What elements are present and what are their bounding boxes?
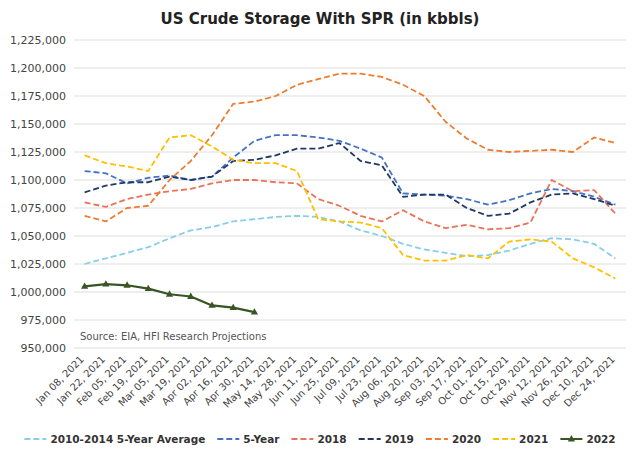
legend-label: 2022 <box>586 433 615 445</box>
series-marker <box>145 285 152 291</box>
series-marker <box>123 281 130 287</box>
chart-svg: US Crude Storage With SPR (in kbbls) 950,… <box>0 0 640 451</box>
grid-line <box>74 348 626 349</box>
grid-line <box>74 40 626 41</box>
legend-item: 2021 <box>493 433 548 445</box>
y-tick-label: 1,225,000 <box>10 34 66 47</box>
y-tick-label: 1,100,000 <box>10 174 66 187</box>
legend: 2010-2014 5-Year Average 5-Year 2018 2019 20… <box>24 433 615 445</box>
grid-line <box>74 236 626 237</box>
chart-title: US Crude Storage With SPR (in kbbls) <box>161 10 480 28</box>
legend-swatch <box>291 438 313 440</box>
grid-line <box>74 124 626 125</box>
legend-swatch <box>24 438 46 440</box>
series-group <box>81 74 615 315</box>
grid-line <box>74 264 626 265</box>
y-tick-label: 1,175,000 <box>10 90 66 103</box>
y-axis: 950,000 975,000 1,000,000 1,025,000 1,050,00… <box>10 34 626 355</box>
legend-label: 2018 <box>317 433 346 445</box>
legend-swatch <box>426 438 448 440</box>
legend-label: 5-Year <box>243 433 280 445</box>
y-tick-label: 1,000,000 <box>10 286 66 299</box>
legend-swatch <box>493 438 515 440</box>
series-marker <box>81 282 88 288</box>
legend-label: 2020 <box>452 433 481 445</box>
series-marker <box>208 301 215 307</box>
series-line <box>85 284 255 312</box>
series-marker <box>166 290 173 296</box>
series-line <box>85 143 616 216</box>
grid-line <box>74 320 626 321</box>
y-tick-label: 1,025,000 <box>10 258 66 271</box>
legend-marker <box>568 435 575 441</box>
series-marker <box>251 308 258 314</box>
y-tick-label: 950,000 <box>21 342 67 355</box>
x-tick-label: Dec 24, 2021 <box>562 354 617 409</box>
legend-item: 2020 <box>426 433 481 445</box>
legend-item: 2010-2014 5-Year Average <box>24 433 205 445</box>
x-axis: Jan 08, 2021Jan 22, 2021Feb 05, 2021Feb … <box>33 354 617 410</box>
series-line <box>85 135 616 278</box>
legend-label: 2021 <box>519 433 548 445</box>
series-marker <box>187 292 194 298</box>
grid-line <box>74 208 626 209</box>
y-tick-label: 1,200,000 <box>10 62 66 75</box>
legend-item: 2022 <box>560 433 615 445</box>
series-marker <box>230 304 237 310</box>
y-tick-label: 1,050,000 <box>10 230 66 243</box>
annotation: Source: EIA, HFI Research Projections <box>80 331 266 342</box>
chart-container: US Crude Storage With SPR (in kbbls) 950,… <box>0 0 640 451</box>
y-tick-label: 975,000 <box>21 314 67 327</box>
grid-line <box>74 96 626 97</box>
grid-line <box>74 152 626 153</box>
y-tick-label: 1,125,000 <box>10 146 66 159</box>
grid-line <box>74 68 626 69</box>
legend-label: 2010-2014 5-Year Average <box>50 433 205 445</box>
legend-swatch <box>217 438 239 440</box>
legend-item: 2019 <box>359 433 414 445</box>
series-marker <box>102 280 109 286</box>
legend-item: 5-Year <box>217 433 280 445</box>
legend-label: 2019 <box>385 433 414 445</box>
legend-item: 2018 <box>291 433 346 445</box>
y-tick-label: 1,075,000 <box>10 202 66 215</box>
legend-swatch <box>359 438 381 440</box>
y-tick-label: 1,150,000 <box>10 118 66 131</box>
